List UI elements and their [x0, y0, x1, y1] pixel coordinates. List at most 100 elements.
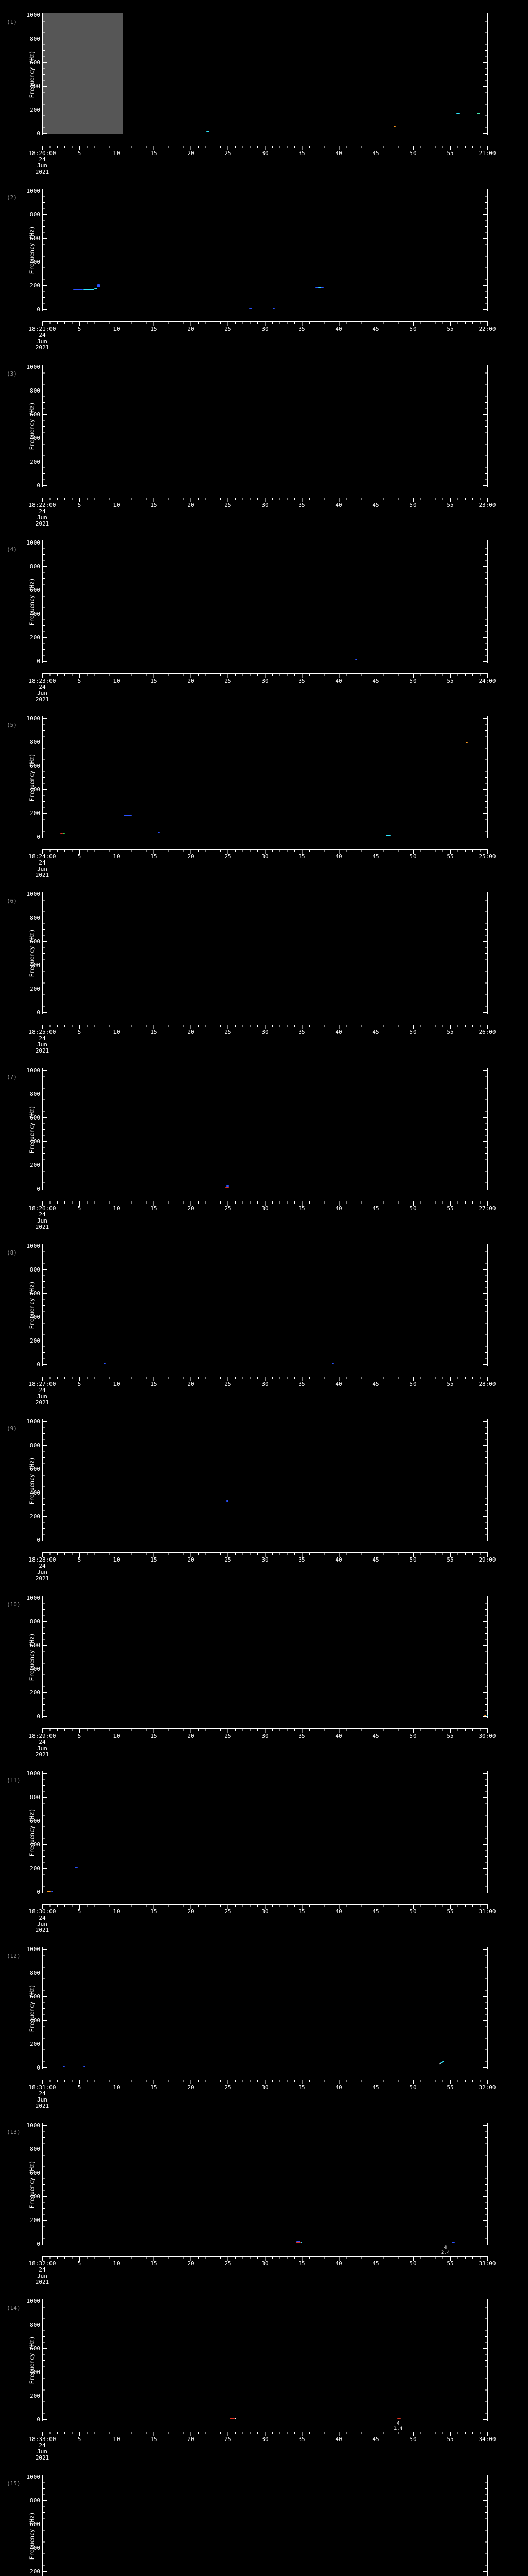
y-axis-title: Frequency (Hz)	[28, 1633, 36, 1681]
spectral-feature	[452, 2242, 455, 2243]
panel-number-label: (11)	[7, 1777, 21, 1784]
start-time-label: 18:28:00	[28, 1556, 56, 1563]
y-axis-title: Frequency (Hz)	[28, 2512, 36, 2560]
minute-label: 50	[409, 853, 417, 860]
x-tick-marks	[42, 2432, 488, 2436]
y-tick-label: 800	[30, 1091, 40, 1097]
minute-label: 35	[298, 2084, 305, 2091]
y-tick-label: 800	[30, 1442, 40, 1449]
y-axis-title: Frequency (Hz)	[28, 1984, 36, 2032]
y-tick-label: 0	[37, 482, 40, 489]
y-tick-marks	[43, 894, 47, 1013]
y-tick-label: 400	[30, 1841, 40, 1848]
spectrogram-panel-13: (13) Frequency (Hz) 0 200 400 600 800 1000 5 10 15…	[0, 2110, 528, 2286]
y-tick-label: 1000	[26, 1770, 41, 1777]
start-time-label: 18:26:00	[28, 1205, 56, 1212]
end-time-label: 27:00	[478, 1205, 496, 1212]
panel-number-label: (15)	[7, 2480, 21, 2487]
y-axis-title: Frequency (Hz)	[28, 50, 36, 98]
date-label: 24	[39, 1563, 46, 1569]
minute-label: 15	[150, 1205, 157, 1212]
minute-label: 10	[113, 150, 120, 157]
spectral-feature	[296, 2241, 300, 2242]
minute-label: 50	[409, 1029, 417, 1036]
start-time-label: 18:21:00	[28, 326, 56, 332]
date-label: Jun	[37, 1569, 47, 1575]
y-tick-label: 800	[30, 2321, 40, 2328]
date-label: 24	[39, 1211, 46, 1218]
y-axis-line-right	[487, 2475, 488, 2576]
y-axis-line	[42, 13, 43, 135]
x-tick-marks	[42, 674, 488, 678]
y-tick-label: 1000	[26, 364, 41, 370]
minute-label: 5	[77, 1556, 81, 1563]
x-axis-line	[42, 1728, 488, 1729]
y-tick-label: 200	[30, 459, 40, 465]
event-annotation: 4	[397, 2421, 400, 2426]
panel-number-label: (1)	[7, 19, 17, 25]
y-tick-label: 1000	[26, 12, 41, 19]
minute-label: 35	[298, 150, 305, 157]
minute-label: 15	[150, 853, 157, 860]
panel-number-label: (3)	[7, 370, 17, 377]
date-label: 2021	[35, 872, 50, 878]
date-label: 24	[39, 2090, 46, 2097]
minute-label: 55	[447, 2084, 454, 2091]
minute-label: 25	[224, 1733, 232, 1739]
minute-label: 25	[224, 326, 232, 332]
spectral-feature	[60, 833, 63, 834]
minute-label: 30	[261, 1908, 269, 1915]
end-time-label: 23:00	[478, 502, 496, 509]
end-time-label: 25:00	[478, 853, 496, 860]
y-tick-label: 1000	[26, 539, 41, 546]
y-tick-label: 1000	[26, 1067, 41, 1074]
minute-label: 15	[150, 2436, 157, 2443]
y-tick-marks	[43, 718, 47, 837]
y-tick-label: 600	[30, 1993, 40, 2000]
end-time-label: 28:00	[478, 1381, 496, 1387]
y-tick-label: 1000	[26, 1595, 41, 1601]
y-axis-line	[42, 540, 43, 663]
minute-label: 20	[187, 1908, 194, 1915]
minute-label: 20	[187, 677, 194, 684]
minute-label: 50	[409, 2084, 417, 2091]
minute-label: 20	[187, 1029, 194, 1036]
spectral-feature	[273, 308, 275, 309]
minute-label: 25	[224, 853, 232, 860]
y-tick-label: 400	[30, 1314, 40, 1320]
minute-label: 10	[113, 1029, 120, 1036]
minute-label: 5	[77, 1381, 81, 1387]
y-tick-label: 200	[30, 634, 40, 641]
spectrogram-panel-7: (7) Frequency (Hz) 0 200 400 600 800 1000 5 10 15 2…	[0, 1055, 528, 1231]
spectral-feature	[355, 659, 357, 660]
minute-label: 50	[409, 1205, 417, 1212]
y-tick-label: 400	[30, 83, 40, 90]
panel-number-label: (8)	[7, 1249, 17, 1256]
minute-label: 10	[113, 502, 120, 509]
panel-number-label: (7)	[7, 1074, 17, 1080]
spectral-feature	[63, 833, 65, 834]
minute-label: 50	[409, 2260, 417, 2267]
y-tick-marks-right	[483, 1421, 487, 1540]
y-tick-label: 0	[37, 2241, 40, 2247]
y-tick-marks	[43, 1070, 47, 1189]
panel-number-label: (14)	[7, 2304, 21, 2311]
minute-label: 15	[150, 677, 157, 684]
minute-label: 15	[150, 2084, 157, 2091]
x-tick-marks	[42, 1201, 488, 1206]
event-annotation: 1.4	[393, 2426, 403, 2431]
date-label: 24	[39, 508, 46, 515]
minute-label: 45	[372, 677, 380, 684]
y-tick-label: 600	[30, 2170, 40, 2176]
minute-label: 15	[150, 150, 157, 157]
y-axis-line	[42, 1771, 43, 1893]
y-tick-marks	[43, 1598, 47, 1717]
minute-label: 5	[77, 502, 81, 509]
minute-label: 35	[298, 326, 305, 332]
spectral-feature	[225, 1187, 229, 1188]
y-tick-marks-right	[483, 1598, 487, 1717]
y-tick-label: 0	[37, 1009, 40, 1016]
y-tick-marks	[43, 2477, 47, 2576]
minute-label: 15	[150, 502, 157, 509]
minute-label: 55	[447, 1908, 454, 1915]
